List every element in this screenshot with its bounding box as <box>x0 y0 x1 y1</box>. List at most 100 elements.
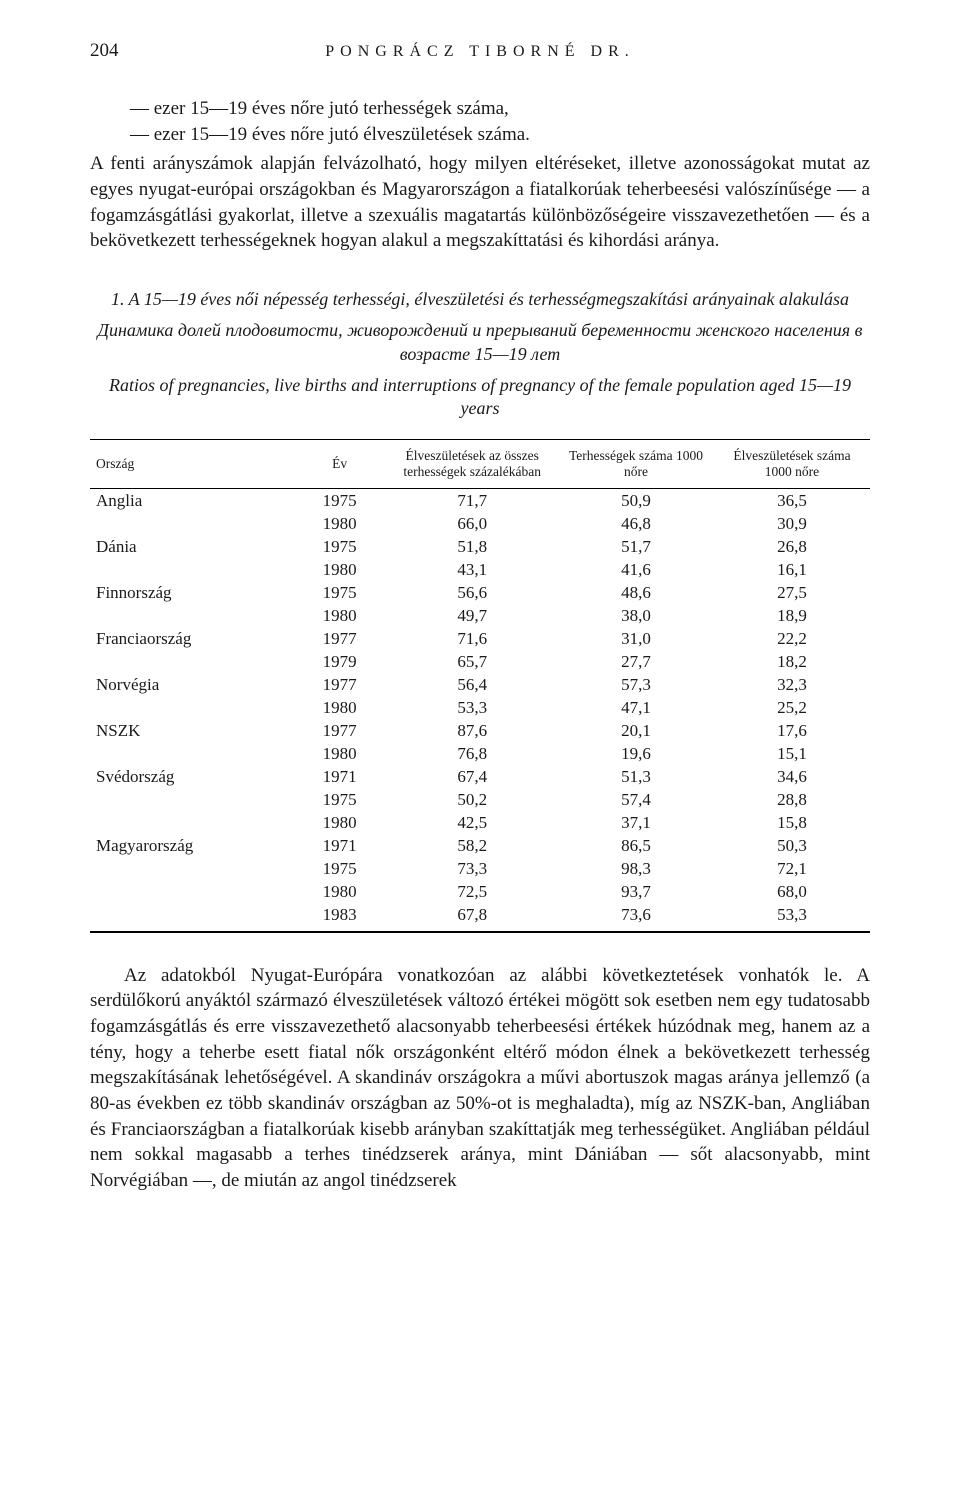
cell-value: 31,0 <box>558 627 714 650</box>
cell-value: 65,7 <box>386 650 558 673</box>
cell-country <box>90 650 293 673</box>
cell-country: Norvégia <box>90 673 293 696</box>
table-row: 198072,593,768,0 <box>90 880 870 903</box>
cell-country <box>90 512 293 535</box>
cell-value: 53,3 <box>714 903 870 932</box>
cell-country: Svédország <box>90 765 293 788</box>
cell-country: Franciaország <box>90 627 293 650</box>
cell-value: 43,1 <box>386 558 558 581</box>
cell-year: 1980 <box>293 512 387 535</box>
cell-year: 1971 <box>293 765 387 788</box>
cell-year: 1977 <box>293 719 387 742</box>
col-header-livebirths: Élveszületések száma 1000 nőre <box>714 439 870 488</box>
cell-value: 18,9 <box>714 604 870 627</box>
cell-year: 1975 <box>293 535 387 558</box>
cell-value: 67,4 <box>386 765 558 788</box>
cell-year: 1980 <box>293 742 387 765</box>
cell-country <box>90 696 293 719</box>
cell-value: 56,6 <box>386 581 558 604</box>
cell-country <box>90 880 293 903</box>
table-row: 198049,738,018,9 <box>90 604 870 627</box>
cell-year: 1975 <box>293 581 387 604</box>
cell-year: 1977 <box>293 627 387 650</box>
cell-year: 1975 <box>293 788 387 811</box>
table-row: Finnország197556,648,627,5 <box>90 581 870 604</box>
cell-country <box>90 604 293 627</box>
table-caption-hungarian: 1. A 15—19 éves női népesség terhességi,… <box>90 288 870 311</box>
cell-value: 50,9 <box>558 489 714 513</box>
cell-value: 22,2 <box>714 627 870 650</box>
cell-year: 1980 <box>293 811 387 834</box>
table-row: 197573,398,372,1 <box>90 857 870 880</box>
cell-value: 76,8 <box>386 742 558 765</box>
cell-value: 27,5 <box>714 581 870 604</box>
cell-value: 93,7 <box>558 880 714 903</box>
cell-country: Anglia <box>90 489 293 513</box>
cell-country <box>90 742 293 765</box>
cell-country <box>90 903 293 932</box>
cell-value: 42,5 <box>386 811 558 834</box>
cell-value: 72,1 <box>714 857 870 880</box>
cell-year: 1979 <box>293 650 387 673</box>
cell-year: 1977 <box>293 673 387 696</box>
cell-country: Finnország <box>90 581 293 604</box>
cell-year: 1980 <box>293 604 387 627</box>
document-page: 204 PONGRÁCZ TIBORNÉ DR. — ezer 15—19 év… <box>0 0 960 1497</box>
cell-value: 66,0 <box>386 512 558 535</box>
cell-value: 30,9 <box>714 512 870 535</box>
col-header-pregnancies: Terhességek száma 1000 nőre <box>558 439 714 488</box>
cell-value: 71,6 <box>386 627 558 650</box>
table-row: Anglia197571,750,936,5 <box>90 489 870 513</box>
cell-country <box>90 788 293 811</box>
table-row: Magyarország197158,286,550,3 <box>90 834 870 857</box>
col-header-livebirth-pct: Élveszületések az összes terhességek szá… <box>386 439 558 488</box>
paragraph: A fenti arányszámok alapján felvázolható… <box>90 151 870 254</box>
cell-value: 68,0 <box>714 880 870 903</box>
table-row: 198042,537,115,8 <box>90 811 870 834</box>
cell-value: 57,4 <box>558 788 714 811</box>
cell-value: 47,1 <box>558 696 714 719</box>
table-row: NSZK197787,620,117,6 <box>90 719 870 742</box>
table-caption-english: Ratios of pregnancies, live births and i… <box>90 374 870 421</box>
cell-value: 48,6 <box>558 581 714 604</box>
cell-value: 51,8 <box>386 535 558 558</box>
table-row: Svédország197167,451,334,6 <box>90 765 870 788</box>
table-row: 198066,046,830,9 <box>90 512 870 535</box>
cell-value: 73,6 <box>558 903 714 932</box>
cell-value: 16,1 <box>714 558 870 581</box>
cell-value: 34,6 <box>714 765 870 788</box>
cell-value: 17,6 <box>714 719 870 742</box>
cell-value: 71,7 <box>386 489 558 513</box>
cell-value: 27,7 <box>558 650 714 673</box>
paragraph: Az adatokból Nyugat-Európára vonatkozóan… <box>90 963 870 1194</box>
cell-value: 50,2 <box>386 788 558 811</box>
cell-country: NSZK <box>90 719 293 742</box>
cell-value: 19,6 <box>558 742 714 765</box>
cell-value: 15,8 <box>714 811 870 834</box>
running-head: PONGRÁCZ TIBORNÉ DR. <box>90 43 870 61</box>
cell-value: 51,7 <box>558 535 714 558</box>
cell-country: Dánia <box>90 535 293 558</box>
cell-value: 28,8 <box>714 788 870 811</box>
table-row: 198367,873,653,3 <box>90 903 870 932</box>
table-caption-russian: Динамика долей плодовитости, живорождени… <box>90 319 870 366</box>
col-header-year: Év <box>293 439 387 488</box>
cell-country <box>90 857 293 880</box>
table-row: 198053,347,125,2 <box>90 696 870 719</box>
cell-country <box>90 558 293 581</box>
data-table-wrap: Ország Év Élveszületések az összes terhe… <box>90 439 870 933</box>
cell-value: 58,2 <box>386 834 558 857</box>
cell-value: 20,1 <box>558 719 714 742</box>
cell-value: 49,7 <box>386 604 558 627</box>
cell-value: 15,1 <box>714 742 870 765</box>
cell-value: 32,3 <box>714 673 870 696</box>
table-row: 198076,819,615,1 <box>90 742 870 765</box>
cell-year: 1980 <box>293 558 387 581</box>
cell-value: 67,8 <box>386 903 558 932</box>
cell-year: 1971 <box>293 834 387 857</box>
bullet-item: — ezer 15—19 éves nőre jutó élveszületés… <box>130 122 870 148</box>
table-row: Norvégia197756,457,332,3 <box>90 673 870 696</box>
cell-value: 72,5 <box>386 880 558 903</box>
table-header-row: Ország Év Élveszületések az összes terhe… <box>90 439 870 488</box>
cell-value: 38,0 <box>558 604 714 627</box>
